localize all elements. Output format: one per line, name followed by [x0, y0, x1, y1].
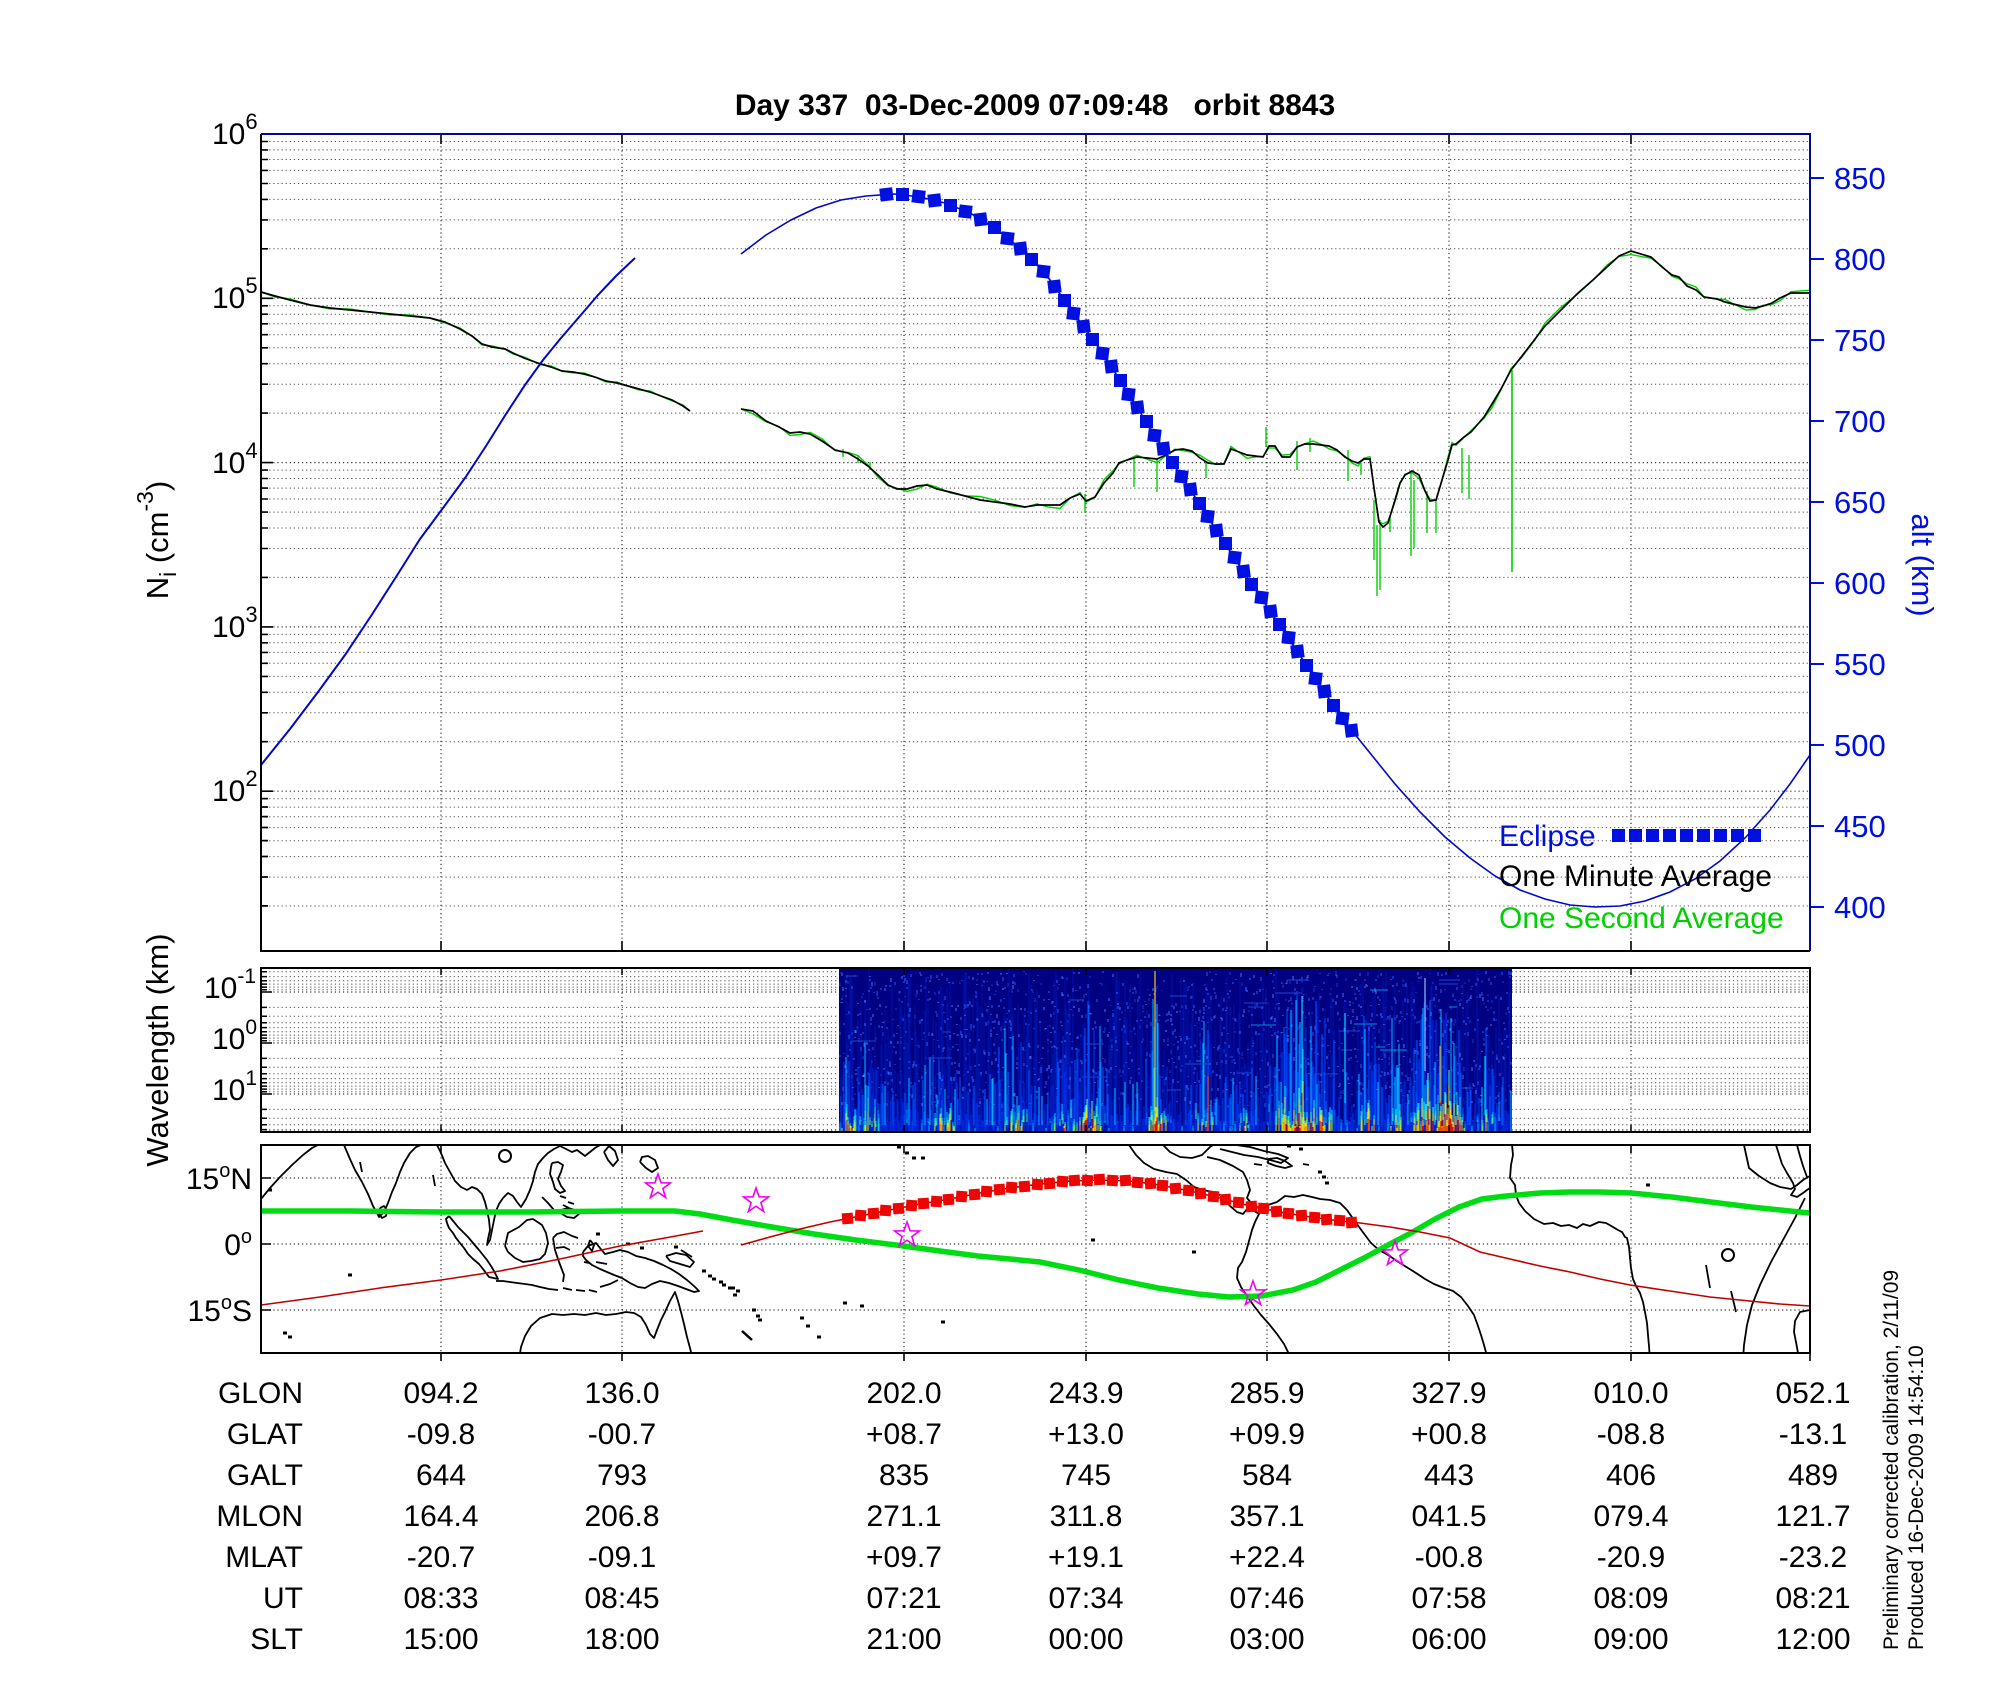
svg-text:08:21: 08:21	[1775, 1582, 1850, 1615]
svg-text:08:09: 08:09	[1593, 1582, 1668, 1615]
svg-text:-23.2: -23.2	[1779, 1541, 1847, 1574]
svg-text:Wavelength (km): Wavelength (km)	[140, 933, 175, 1166]
svg-text:15oS: 15oS	[187, 1292, 252, 1328]
svg-text:SLT: SLT	[250, 1623, 303, 1656]
svg-text:GLON: GLON	[218, 1377, 303, 1410]
svg-text:-20.9: -20.9	[1597, 1541, 1665, 1574]
svg-text:GLAT: GLAT	[227, 1418, 303, 1451]
svg-text:09:00: 09:00	[1593, 1623, 1668, 1656]
svg-text:+19.1: +19.1	[1048, 1541, 1124, 1574]
svg-text:-20.7: -20.7	[407, 1541, 475, 1574]
svg-text:202.0: 202.0	[866, 1377, 941, 1410]
svg-text:650: 650	[1834, 485, 1886, 520]
svg-text:-13.1: -13.1	[1779, 1418, 1847, 1451]
svg-text:600: 600	[1834, 566, 1886, 601]
svg-text:835: 835	[879, 1459, 929, 1492]
svg-text:584: 584	[1242, 1459, 1292, 1492]
svg-text:800: 800	[1834, 242, 1886, 277]
svg-text:793: 793	[597, 1459, 647, 1492]
svg-text:MLAT: MLAT	[225, 1541, 303, 1574]
svg-text:311.8: 311.8	[1050, 1500, 1123, 1533]
svg-text:443: 443	[1424, 1459, 1474, 1492]
svg-text:164.4: 164.4	[403, 1500, 478, 1533]
svg-text:-08.8: -08.8	[1597, 1418, 1665, 1451]
svg-text:644: 644	[416, 1459, 466, 1492]
svg-text:07:58: 07:58	[1411, 1582, 1486, 1615]
svg-text:750: 750	[1834, 323, 1886, 358]
svg-text:21:00: 21:00	[866, 1623, 941, 1656]
svg-text:357.1: 357.1	[1229, 1500, 1304, 1533]
svg-text:406: 406	[1606, 1459, 1656, 1492]
svg-text:+09.7: +09.7	[866, 1541, 942, 1574]
svg-text:alt (km): alt (km)	[1905, 513, 1940, 616]
svg-text:06:00: 06:00	[1411, 1623, 1486, 1656]
svg-text:12:00: 12:00	[1775, 1623, 1850, 1656]
svg-text:041.5: 041.5	[1411, 1500, 1486, 1533]
svg-text:745: 745	[1061, 1459, 1111, 1492]
svg-text:400: 400	[1834, 890, 1886, 925]
svg-text:094.2: 094.2	[403, 1377, 478, 1410]
svg-text:206.8: 206.8	[584, 1500, 659, 1533]
svg-text:+08.7: +08.7	[866, 1418, 942, 1451]
svg-text:15oN: 15oN	[186, 1160, 252, 1196]
svg-text:Produced 16-Dec-2009 14:54:10: Produced 16-Dec-2009 14:54:10	[1905, 1345, 1928, 1650]
svg-text:03:00: 03:00	[1229, 1623, 1304, 1656]
svg-text:18:00: 18:00	[584, 1623, 659, 1656]
svg-text:489: 489	[1788, 1459, 1838, 1492]
svg-text:+22.4: +22.4	[1229, 1541, 1305, 1574]
svg-text:-09.8: -09.8	[407, 1418, 475, 1451]
svg-text:850: 850	[1834, 161, 1886, 196]
svg-text:500: 500	[1834, 728, 1886, 763]
svg-text:Preliminary corrected calibrat: Preliminary corrected calibration, 2/11/…	[1880, 1270, 1903, 1650]
svg-text:121.7: 121.7	[1775, 1500, 1850, 1533]
svg-text:08:45: 08:45	[584, 1582, 659, 1615]
svg-text:285.9: 285.9	[1229, 1377, 1304, 1410]
svg-text:Eclipse: Eclipse	[1499, 820, 1596, 853]
svg-text:08:33: 08:33	[403, 1582, 478, 1615]
svg-text:15:00: 15:00	[403, 1623, 478, 1656]
svg-text:07:46: 07:46	[1229, 1582, 1304, 1615]
svg-text:+13.0: +13.0	[1048, 1418, 1124, 1451]
svg-text:-00.8: -00.8	[1415, 1541, 1483, 1574]
svg-text:GALT: GALT	[227, 1459, 303, 1492]
svg-text:One Minute Average: One Minute Average	[1499, 860, 1772, 893]
svg-text:07:21: 07:21	[866, 1582, 941, 1615]
svg-text:MLON: MLON	[216, 1500, 303, 1533]
svg-text:07:34: 07:34	[1048, 1582, 1123, 1615]
svg-text:-00.7: -00.7	[588, 1418, 656, 1451]
svg-text:700: 700	[1834, 404, 1886, 439]
svg-text:136.0: 136.0	[584, 1377, 659, 1410]
svg-text:+00.8: +00.8	[1411, 1418, 1487, 1451]
svg-text:550: 550	[1834, 647, 1886, 682]
svg-text:327.9: 327.9	[1411, 1377, 1486, 1410]
svg-text:-09.1: -09.1	[588, 1541, 656, 1574]
svg-text:One Second Average: One Second Average	[1499, 902, 1784, 935]
svg-text:079.4: 079.4	[1593, 1500, 1668, 1533]
svg-text:Day 337 03-Dec-2009 07:09:48: Day 337 03-Dec-2009 07:09:48 orbit 8843	[735, 89, 1335, 122]
svg-text:243.9: 243.9	[1048, 1377, 1123, 1410]
svg-text:010.0: 010.0	[1593, 1377, 1668, 1410]
svg-text:052.1: 052.1	[1775, 1377, 1850, 1410]
svg-text:UT: UT	[263, 1582, 303, 1615]
svg-text:271.1: 271.1	[866, 1500, 941, 1533]
svg-text:+09.9: +09.9	[1229, 1418, 1305, 1451]
svg-text:00:00: 00:00	[1048, 1623, 1123, 1656]
svg-text:450: 450	[1834, 809, 1886, 844]
